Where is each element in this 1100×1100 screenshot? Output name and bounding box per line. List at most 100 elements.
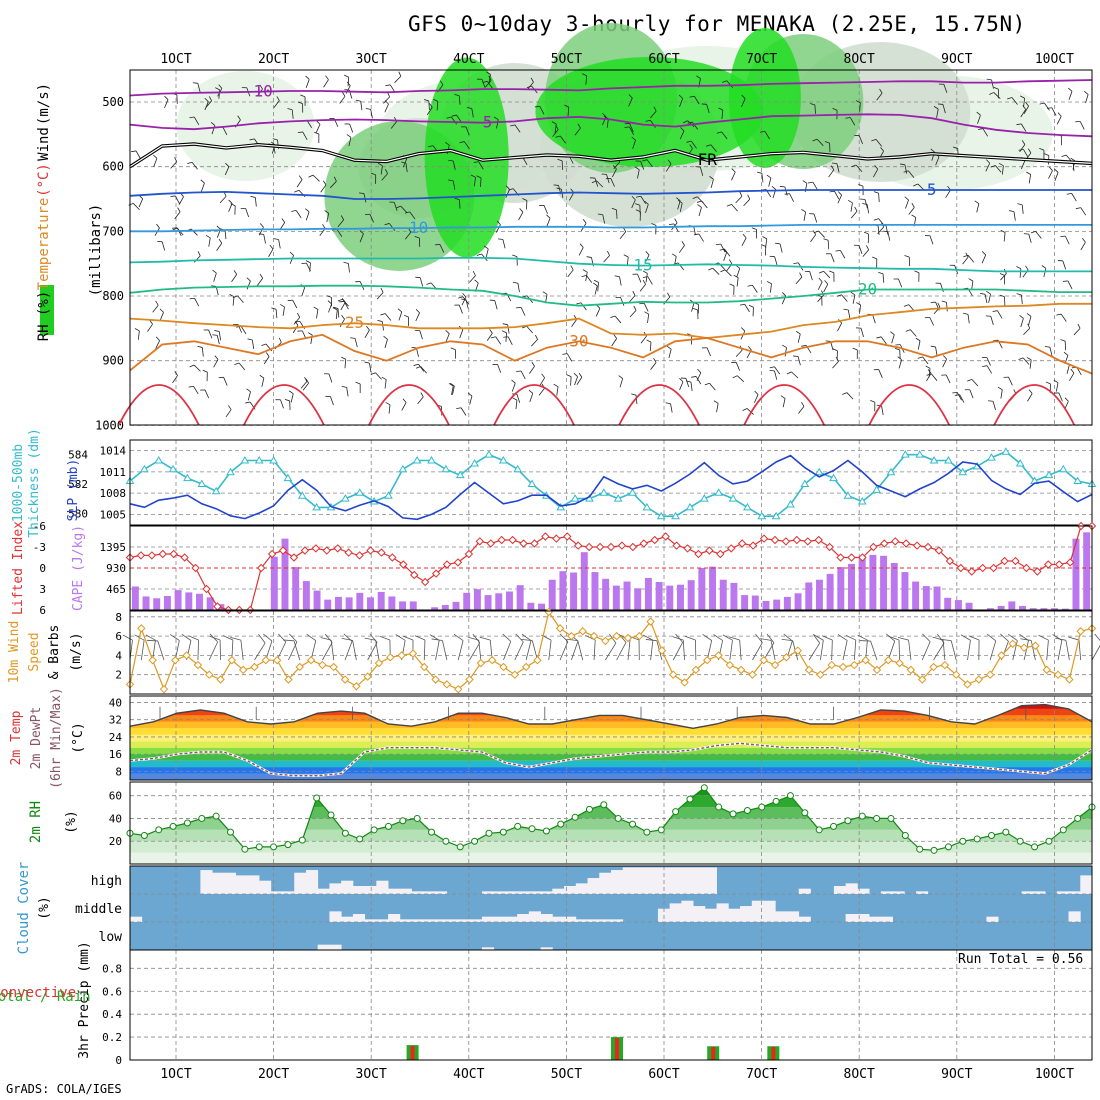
temp-tick: 24 <box>109 731 123 744</box>
wind-barb <box>880 336 887 345</box>
wind-barb <box>647 314 650 324</box>
wind-barb <box>887 640 896 661</box>
wind-barb <box>774 256 778 266</box>
wind-barb <box>529 393 534 403</box>
wind-barb <box>516 394 521 403</box>
wind-barb <box>764 131 770 140</box>
wind-barb <box>188 385 194 388</box>
isotherm--10 <box>129 79 1093 97</box>
wind-barb <box>732 375 738 379</box>
wind-barb <box>629 310 637 318</box>
isotherm-label: 10 <box>409 218 428 237</box>
wind-barb <box>428 145 434 148</box>
wind-speed-marker <box>691 665 701 675</box>
wind-barb <box>611 338 617 347</box>
wind-barb <box>690 382 693 392</box>
wind-speed-marker <box>906 665 916 675</box>
wind-barb <box>937 302 941 308</box>
wind-barb <box>140 640 145 661</box>
wind-speed-marker <box>442 680 452 689</box>
wind-barb <box>369 214 375 223</box>
wind-barb <box>645 251 650 256</box>
wind-barb <box>1028 389 1033 394</box>
rh-marker <box>1016 837 1024 845</box>
lifted-index-marker <box>880 539 889 548</box>
rh-marker <box>786 792 794 800</box>
wind-barb <box>1023 327 1031 335</box>
wind-barb <box>742 233 747 239</box>
wind-barb <box>137 330 140 340</box>
wind-barb <box>507 324 510 334</box>
rh-marker <box>729 810 737 818</box>
wind-barb <box>879 88 883 94</box>
cape-bar <box>1072 538 1080 610</box>
wind-barb <box>268 248 274 258</box>
wind-barb <box>556 187 562 190</box>
wind-barb <box>653 106 657 112</box>
wind-barb <box>440 80 444 86</box>
wind-barb <box>273 238 279 240</box>
rh-marker <box>327 811 335 819</box>
wind-barb <box>528 389 534 394</box>
isotherm-15 <box>129 256 1092 273</box>
wind-barb <box>319 228 326 236</box>
wind-barb <box>735 349 743 358</box>
wind-barb <box>541 373 545 379</box>
wind-barb <box>1054 172 1059 181</box>
wind-barb <box>881 406 884 416</box>
wind-barb <box>404 231 412 240</box>
wind-barb <box>791 371 799 379</box>
wind-barb <box>886 633 895 642</box>
wind-barb <box>631 136 636 141</box>
cape-bar <box>944 597 952 610</box>
lifted-index-marker <box>661 532 670 541</box>
rh-band <box>130 787 1092 796</box>
wind-speed-marker <box>216 675 225 684</box>
wind-barb <box>941 300 947 303</box>
wind-barb <box>216 243 223 251</box>
wind-barb <box>577 640 584 661</box>
cape-bar <box>655 582 663 610</box>
wind-barb <box>520 307 526 316</box>
wind-barb <box>1000 633 1009 642</box>
wind-barb <box>846 392 854 400</box>
cape-bar <box>965 602 973 610</box>
wind-barb <box>350 337 356 339</box>
cape-bar <box>1061 608 1069 610</box>
wind-barb <box>933 642 945 661</box>
isotherm-25 <box>129 302 1092 339</box>
wind-barb <box>668 223 674 225</box>
wind-barb <box>400 205 408 213</box>
rh-marker <box>384 822 392 830</box>
wind-barb <box>335 309 338 319</box>
wind-barb <box>631 393 637 396</box>
thickness-marker <box>685 502 695 511</box>
wind-barb <box>459 141 465 144</box>
wind-barb <box>751 227 757 230</box>
wind-barb <box>635 395 638 405</box>
axis-label-thickness: 1000-500mb <box>11 444 26 522</box>
lifted-index-marker <box>486 539 495 548</box>
wind-barb <box>606 174 610 184</box>
cape-bar <box>1029 608 1037 610</box>
thickness-marker <box>168 464 178 473</box>
li-tick: -6 <box>33 520 46 533</box>
cloud-cell-middle <box>575 919 588 922</box>
wind-barb <box>1023 98 1025 108</box>
wind-barb <box>594 285 598 295</box>
wind-barb <box>847 309 851 319</box>
x-tick-top: 10OCT <box>1035 52 1074 67</box>
wind-barb <box>327 300 332 305</box>
wind-barb <box>302 382 309 391</box>
cloud-level-label: middle <box>75 902 122 917</box>
lifted-index-marker <box>650 535 659 545</box>
wind-barb <box>301 287 305 297</box>
wind-barb <box>278 239 281 249</box>
wind-speed-marker <box>623 633 633 643</box>
wind-barb <box>639 284 646 292</box>
wind-barb <box>984 294 988 304</box>
lifted-index-marker <box>191 563 200 573</box>
thickness-tick: 582 <box>68 478 88 491</box>
cape-bar <box>890 563 898 610</box>
wind-barb <box>716 403 719 413</box>
